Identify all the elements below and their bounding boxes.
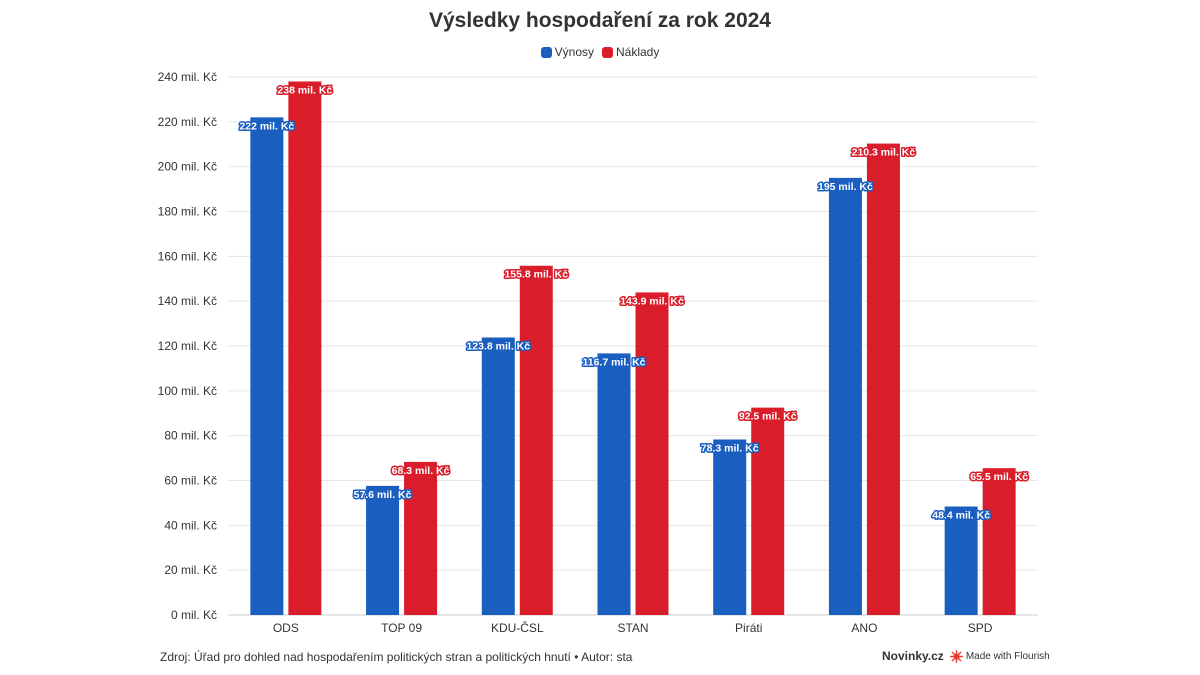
y-tick-label: 240 mil. Kč (158, 70, 217, 84)
y-tick-label: 120 mil. Kč (158, 339, 217, 353)
y-tick-label: 180 mil. Kč (158, 205, 217, 219)
data-label-costs: 210.3 mil. Kč (852, 147, 916, 159)
data-label-revenue: 57.6 mil. Kč (354, 489, 412, 501)
brand-novinky[interactable]: Novinky.cz (882, 649, 944, 663)
bar-revenue[interactable] (250, 117, 284, 615)
y-tick-label: 20 mil. Kč (164, 563, 217, 577)
bar-costs[interactable] (866, 143, 900, 615)
data-label-costs: 68.3 mil. Kč (392, 465, 450, 477)
data-label-revenue: 222 mil. Kč (239, 120, 294, 132)
legend-item-costs[interactable]: Náklady (602, 45, 659, 59)
bar-revenue[interactable] (597, 353, 631, 615)
data-label-costs: 92.5 mil. Kč (739, 411, 797, 423)
bar-revenue[interactable] (828, 177, 862, 615)
legend-label-revenue: Výnosy (554, 45, 594, 59)
bar-costs[interactable] (751, 407, 785, 615)
y-tick-label: 200 mil. Kč (158, 160, 217, 174)
bar-costs[interactable] (635, 292, 669, 615)
y-tick-label: 220 mil. Kč (158, 115, 217, 129)
legend-item-revenue[interactable]: Výnosy (540, 45, 594, 59)
legend-swatch-revenue (540, 46, 552, 58)
bar-costs[interactable] (519, 265, 553, 615)
legend-swatch-costs (602, 46, 613, 58)
data-label-costs: 143.9 mil. Kč (620, 295, 684, 307)
y-tick-label: 60 mil. Kč (164, 474, 217, 488)
y-tick-label: 100 mil. Kč (158, 384, 217, 398)
source-note: Zdroj: Úřad pro dohled nad hospodařením … (160, 650, 633, 664)
brand-area: Novinky.cz Made with Flourish (882, 649, 1050, 663)
data-label-costs: 65.5 mil. Kč (970, 471, 1028, 483)
made-with-label: Made with Flourish (965, 650, 1050, 662)
y-tick-label: 80 mil. Kč (164, 429, 217, 443)
bar-revenue[interactable] (366, 485, 400, 615)
x-tick-label: Piráti (735, 621, 762, 635)
x-tick-label: SPD (968, 621, 993, 635)
bar-revenue[interactable] (713, 439, 747, 615)
data-label-revenue: 123.8 mil. Kč (466, 340, 530, 352)
x-tick-label: TOP 09 (381, 621, 422, 635)
y-tick-label: 160 mil. Kč (158, 249, 217, 263)
bar-costs[interactable] (288, 81, 322, 615)
data-label-revenue: 48.4 mil. Kč (932, 510, 990, 522)
x-tick-label: STAN (617, 621, 648, 635)
bar-costs[interactable] (982, 468, 1016, 615)
y-tick-label: 40 mil. Kč (164, 518, 217, 532)
data-label-costs: 155.8 mil. Kč (504, 269, 568, 281)
y-tick-label: 0 mil. Kč (171, 608, 217, 622)
data-label-costs: 238 mil. Kč (277, 84, 332, 96)
bar-revenue[interactable] (944, 506, 978, 615)
chart-title: Výsledky hospodaření za rok 2024 (429, 9, 771, 32)
x-tick-label: KDU-ČSL (491, 620, 544, 635)
bar-costs[interactable] (404, 461, 438, 615)
bar-revenue[interactable] (481, 337, 515, 615)
y-tick-label: 140 mil. Kč (158, 294, 217, 308)
flourish-icon (949, 649, 963, 663)
data-label-revenue: 195 mil. Kč (818, 181, 873, 193)
data-label-revenue: 116.7 mil. Kč (582, 356, 645, 368)
flourish-badge[interactable]: Made with Flourish (949, 649, 1050, 663)
x-tick-label: ANO (851, 621, 877, 635)
legend: Výnosy Náklady (0, 45, 1200, 59)
legend-label-costs: Náklady (616, 45, 660, 59)
x-tick-label: ODS (273, 621, 299, 635)
data-label-revenue: 78.3 mil. Kč (701, 442, 759, 454)
